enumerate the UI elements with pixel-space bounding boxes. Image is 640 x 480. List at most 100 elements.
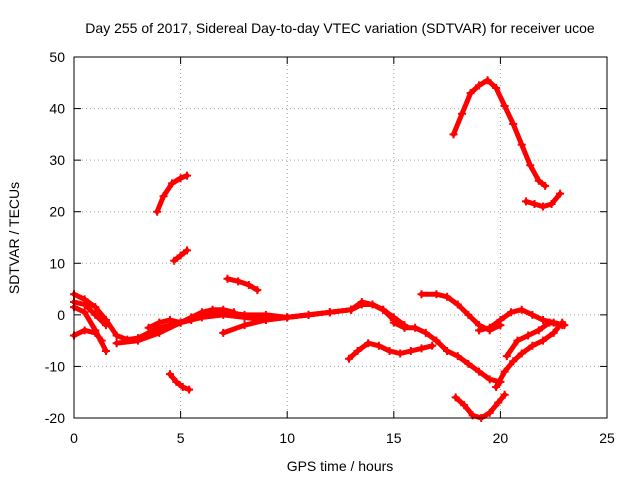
x-tick-label: 15: [386, 430, 402, 446]
y-tick-label: 20: [49, 204, 65, 220]
data-point: [451, 393, 460, 402]
data-point: [347, 305, 356, 314]
data-point: [304, 310, 313, 319]
data-point: [521, 197, 530, 206]
data-point: [507, 308, 516, 317]
data-point: [159, 192, 168, 201]
series-arc-low-7-12: [219, 297, 409, 337]
series-arc-4-5-upper: [153, 171, 191, 216]
x-tick-label: 0: [70, 430, 78, 446]
y-tick-label: 0: [57, 307, 65, 323]
data-point: [97, 336, 106, 345]
series-arc-main-d: [70, 326, 106, 345]
series-arc-4-5-low: [165, 370, 194, 394]
chart-title: Day 255 of 2017, Sidereal Day-to-day VTE…: [85, 20, 595, 36]
data-point: [428, 341, 437, 350]
data-point: [155, 328, 164, 337]
series-line: [71, 327, 105, 344]
series-line: [451, 77, 548, 189]
data-point: [112, 339, 121, 348]
data-point: [165, 316, 174, 325]
data-point: [502, 352, 511, 361]
data-point: [421, 328, 430, 337]
data-point: [168, 179, 177, 188]
data-point: [549, 328, 558, 337]
series-arc-4-5-mid: [170, 246, 191, 265]
y-tick-label: 10: [49, 255, 65, 271]
data-point: [417, 344, 426, 353]
data-point: [219, 328, 228, 337]
data-point: [460, 401, 469, 410]
series-arc-7-9: [223, 274, 262, 295]
x-axis-title: GPS time / hours: [287, 458, 394, 474]
data-point: [374, 341, 383, 350]
data-point: [539, 336, 548, 345]
data-point: [223, 274, 232, 283]
data-point: [556, 189, 565, 198]
data-point: [80, 308, 89, 317]
data-point: [176, 174, 185, 183]
y-tick-label: -10: [45, 358, 65, 374]
data-point: [458, 109, 467, 118]
series-line: [225, 276, 260, 293]
data-point: [530, 199, 539, 208]
data-point: [396, 349, 405, 358]
y-tick-label: -20: [45, 410, 65, 426]
series-arc-18-22-peak: [449, 76, 550, 190]
series-line: [504, 320, 565, 359]
data-point: [475, 326, 484, 335]
series-arc-20-23-c: [502, 318, 567, 361]
data-point: [385, 346, 394, 355]
data-point: [133, 336, 142, 345]
series-line: [419, 291, 503, 333]
data-point: [91, 310, 100, 319]
data-point: [219, 310, 228, 319]
data-point: [432, 290, 441, 299]
data-point: [368, 300, 377, 309]
data-point: [453, 352, 462, 361]
data-point: [526, 161, 535, 170]
data-point: [500, 390, 509, 399]
data-point: [91, 303, 100, 312]
data-point: [432, 336, 441, 345]
grid: [74, 57, 607, 418]
data-point: [443, 292, 452, 301]
data-point: [244, 280, 253, 289]
data-point: [325, 308, 334, 317]
data-point: [170, 256, 179, 265]
series-line: [71, 299, 109, 328]
series-arc-13-17: [345, 339, 437, 363]
data-point: [101, 346, 110, 355]
data-point: [353, 346, 362, 355]
data-point: [534, 326, 543, 335]
data-point: [234, 277, 243, 286]
data-point: [176, 318, 185, 327]
data-point: [153, 207, 162, 216]
data-point: [185, 385, 194, 394]
series-arc-15-19: [389, 318, 505, 386]
data-point: [253, 286, 262, 295]
data-point: [475, 81, 484, 90]
data-point: [176, 251, 185, 260]
data-point: [496, 316, 505, 325]
data-point: [534, 176, 543, 185]
series-layer: [70, 76, 569, 422]
data-point: [485, 375, 494, 384]
data-point: [509, 357, 518, 366]
data-point: [558, 321, 567, 330]
data-point: [545, 318, 554, 327]
data-point: [500, 101, 509, 110]
y-tick-label: 50: [49, 49, 65, 65]
data-point: [144, 323, 153, 332]
data-point: [517, 349, 526, 358]
data-point: [492, 383, 501, 392]
data-point: [208, 305, 217, 314]
data-point: [443, 346, 452, 355]
series-arc-19-23-b: [492, 318, 567, 392]
data-point: [165, 370, 174, 379]
series-line: [493, 320, 565, 390]
data-point: [80, 326, 89, 335]
data-point: [240, 313, 249, 322]
data-point: [155, 318, 164, 327]
